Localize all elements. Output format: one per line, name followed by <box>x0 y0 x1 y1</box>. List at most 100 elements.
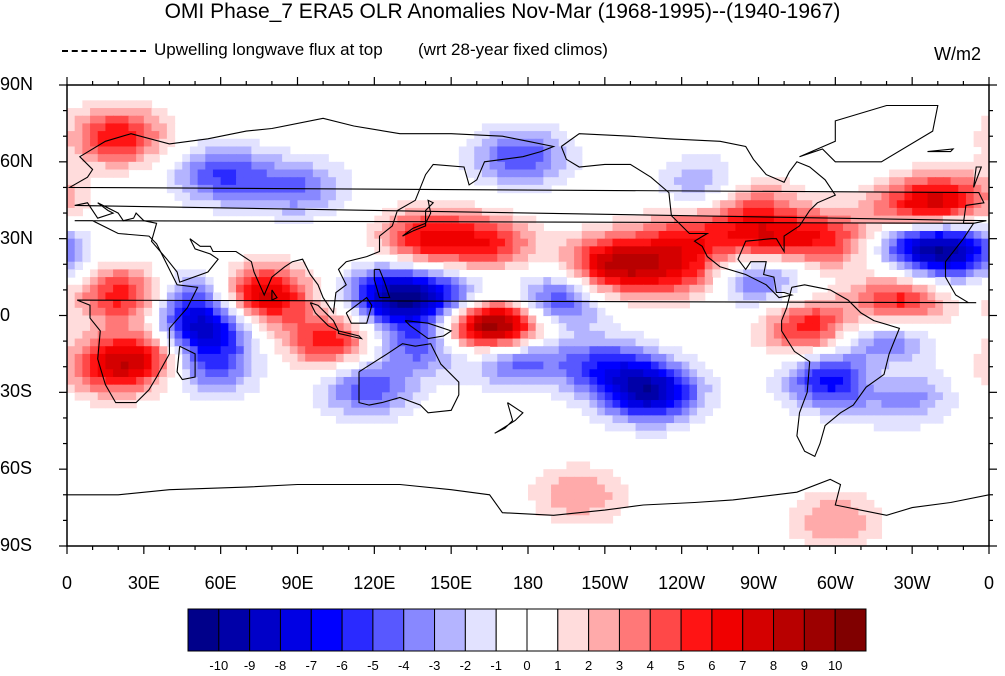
anomaly-cell <box>412 300 422 309</box>
anomaly-cell <box>827 407 836 416</box>
anomaly-cell <box>497 146 506 155</box>
anomaly-cell <box>259 269 268 278</box>
anomaly-cell <box>366 392 375 401</box>
anomaly-cell <box>443 346 452 355</box>
coastline <box>494 402 524 434</box>
anomaly-cell <box>128 338 137 347</box>
anomaly-cell <box>735 207 744 217</box>
anomaly-cell <box>612 246 621 255</box>
anomaly-cell <box>927 400 936 409</box>
anomaly-cell <box>658 346 667 355</box>
anomaly-cell <box>904 207 913 217</box>
anomaly-cell <box>397 292 406 301</box>
anomaly-cell <box>950 223 959 232</box>
anomaly-cell <box>82 246 91 255</box>
anomaly-cell <box>105 108 114 117</box>
anomaly-cell <box>220 315 229 324</box>
anomaly-cell <box>358 284 368 294</box>
anomaly-cell <box>773 269 783 278</box>
anomaly-cell <box>896 277 906 286</box>
colorbar-swatch <box>773 608 805 652</box>
anomaly-cell <box>243 169 252 178</box>
anomaly-cell <box>574 392 583 401</box>
anomaly-cell <box>312 277 322 286</box>
anomaly-cell <box>74 315 83 324</box>
anomaly-cell <box>681 376 690 386</box>
anomaly-cell <box>205 315 214 324</box>
anomaly-cell <box>443 254 452 263</box>
anomaly-cell <box>266 177 276 186</box>
anomaly-cell <box>228 307 237 317</box>
anomaly-cell <box>666 261 675 270</box>
anomaly-cell <box>451 200 460 209</box>
anomaly-cell <box>904 177 913 186</box>
anomaly-cell <box>320 384 329 393</box>
anomaly-cell <box>136 292 145 301</box>
anomaly-cell <box>835 407 844 416</box>
anomaly-cell <box>358 407 368 416</box>
anomaly-cell <box>912 400 921 409</box>
anomaly-cell <box>443 292 452 301</box>
anomaly-cell <box>243 284 252 294</box>
anomaly-cell <box>312 300 322 309</box>
anomaly-cell <box>497 177 506 186</box>
anomaly-cell <box>228 138 237 148</box>
anomaly-cell <box>105 292 114 301</box>
anomaly-cell <box>113 146 122 155</box>
anomaly-cell <box>243 369 252 378</box>
anomaly-cell <box>866 269 875 278</box>
left-string-text: Upwelling longwave flux at top <box>154 40 383 59</box>
anomaly-cell <box>251 177 260 186</box>
anomaly-cell <box>881 246 890 255</box>
anomaly-cell <box>942 184 952 194</box>
anomaly-cell <box>205 277 214 286</box>
anomaly-cell <box>159 146 168 155</box>
anomaly-cell <box>750 323 760 332</box>
anomaly-cell <box>981 177 989 186</box>
anomaly-cell <box>927 269 936 278</box>
anomaly-cell <box>881 177 890 186</box>
anomaly-cell <box>789 361 798 370</box>
anomaly-cell <box>789 515 798 524</box>
anomaly-cell <box>904 184 913 194</box>
anomaly-cell <box>251 384 260 393</box>
anomaly-cell <box>97 284 107 294</box>
anomaly-cell <box>90 361 99 370</box>
anomaly-cell <box>389 230 398 240</box>
anomaly-cell <box>74 123 83 132</box>
anomaly-cell <box>773 338 783 347</box>
anomaly-cell <box>835 223 844 232</box>
anomaly-cell <box>597 307 606 317</box>
anomaly-cell <box>819 353 829 363</box>
anomaly-cell <box>973 138 982 148</box>
anomaly-cell <box>451 230 460 240</box>
anomaly-cell <box>443 238 452 247</box>
anomaly-cell <box>566 392 575 401</box>
anomaly-cell <box>243 177 252 186</box>
anomaly-cell <box>113 323 122 332</box>
anomaly-cell <box>374 400 383 409</box>
anomaly-cell <box>136 353 145 363</box>
anomaly-cell <box>458 292 468 301</box>
anomaly-cell <box>551 154 560 163</box>
anomaly-cell <box>827 376 836 386</box>
anomaly-cell <box>904 423 913 432</box>
anomaly-cell <box>681 384 690 393</box>
anomaly-cell <box>504 246 514 255</box>
anomaly-cell <box>474 315 483 324</box>
anomaly-cell <box>735 238 744 247</box>
anomaly-cell <box>166 177 176 186</box>
anomaly-cell <box>458 323 468 332</box>
anomaly-cell <box>896 376 906 386</box>
anomaly-cell <box>397 346 406 355</box>
anomaly-cell <box>205 200 214 209</box>
anomaly-cell <box>105 361 114 370</box>
anomaly-cell <box>243 307 252 317</box>
anomaly-cell <box>551 515 560 524</box>
anomaly-cell <box>512 215 521 224</box>
anomaly-cell <box>858 230 867 240</box>
anomaly-cell <box>912 415 921 424</box>
anomaly-cell <box>650 292 660 301</box>
anomaly-cell <box>912 423 921 432</box>
anomaly-cell <box>305 300 314 309</box>
